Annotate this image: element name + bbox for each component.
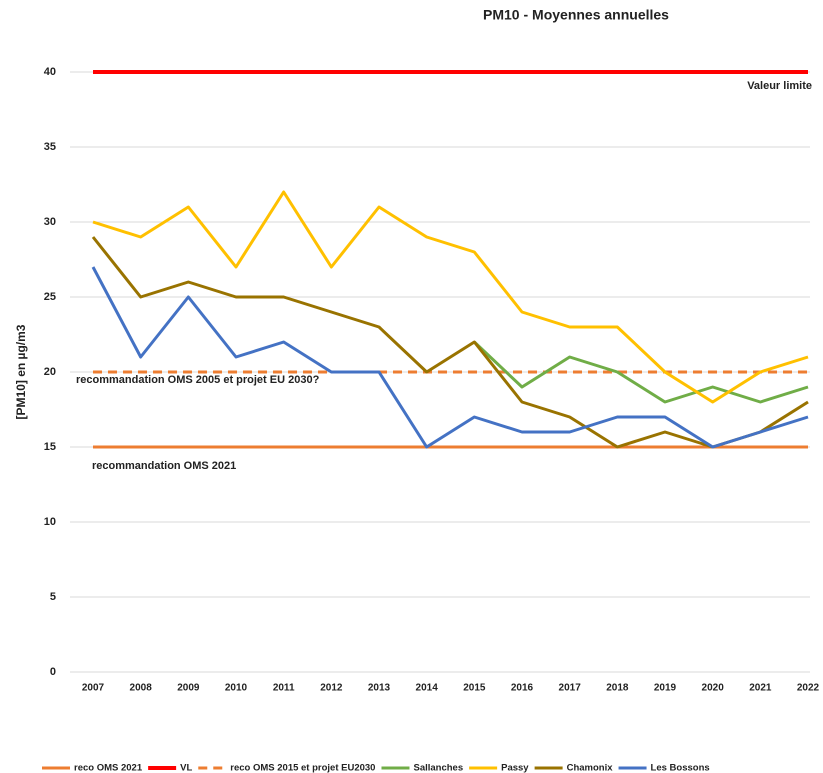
x-tick-label: 2016 (511, 683, 534, 694)
legend-label: VL (180, 763, 192, 773)
y-tick-label: 20 (44, 366, 56, 378)
y-tick-label: 35 (44, 141, 56, 153)
x-tick-label: 2009 (177, 683, 200, 694)
legend-label: reco OMS 2021 (74, 763, 143, 773)
x-tick-label: 2011 (273, 683, 295, 694)
legend-label: Chamonix (567, 763, 614, 773)
x-tick-label: 2014 (416, 683, 439, 694)
x-tick-label: 2013 (368, 683, 391, 694)
x-tick-label: 2012 (320, 683, 343, 694)
series-line (92, 190, 809, 404)
legend-label: reco OMS 2015 et projet EU2030 (230, 763, 375, 773)
x-tick-label: 2015 (463, 683, 486, 694)
x-tick-label: 2010 (225, 683, 248, 694)
y-axis-label: [PM10] en µg/m3 (14, 324, 28, 419)
legend-label: Sallanches (413, 763, 463, 773)
y-tick-label: 40 (44, 66, 56, 78)
annotation: recommandation OMS 2005 et projet EU 203… (76, 374, 320, 386)
annotation: recommandation OMS 2021 (92, 460, 236, 472)
x-tick-label: 2008 (130, 683, 153, 694)
annotation: Valeur limite (747, 80, 812, 92)
y-tick-label: 25 (44, 291, 56, 303)
x-tick-label: 2020 (702, 683, 725, 694)
y-tick-label: 5 (50, 591, 56, 603)
legend-label: Passy (501, 763, 529, 773)
x-tick-label: 2017 (559, 683, 582, 694)
series-line (473, 340, 809, 404)
x-tick-label: 2007 (82, 683, 105, 694)
y-tick-label: 30 (44, 216, 56, 228)
x-tick-label: 2018 (606, 683, 629, 694)
series-line (91, 236, 809, 449)
x-tick-label: 2021 (749, 683, 772, 694)
y-tick-label: 10 (44, 516, 56, 528)
y-tick-label: 15 (44, 441, 56, 453)
y-tick-label: 0 (50, 666, 56, 678)
x-tick-label: 2022 (797, 683, 820, 694)
legend-label: Les Bossons (651, 763, 710, 773)
series-line (91, 266, 809, 449)
chart-title: PM10 - Moyennes annuelles (483, 7, 669, 23)
x-tick-label: 2019 (654, 683, 677, 694)
